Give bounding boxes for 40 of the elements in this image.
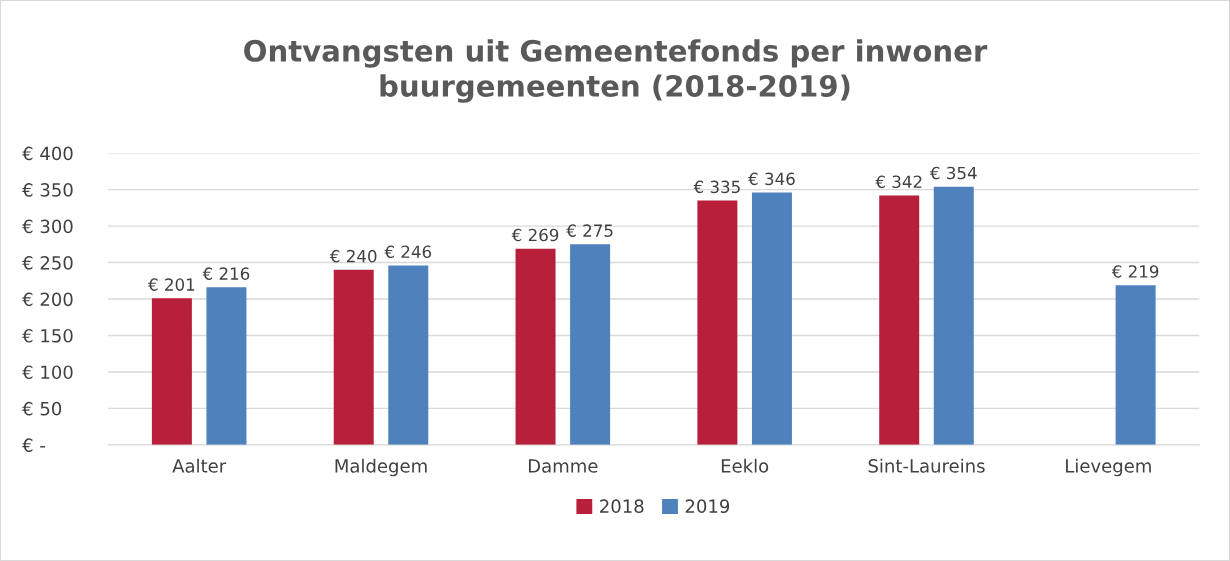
y-tick-label: € 250 [22, 256, 73, 270]
data-label: € 346 [748, 172, 795, 186]
y-tick-label: € 400 [22, 146, 73, 161]
bar [1115, 285, 1156, 445]
bar [933, 186, 974, 445]
data-label: € 246 [384, 245, 432, 259]
x-tick-label: Damme [528, 459, 598, 473]
x-tick-label: Eeklo [721, 458, 769, 473]
bar [206, 287, 247, 445]
y-tick-label: € 100 [22, 365, 73, 380]
chart-title: Ontvangsten uit Gemeentefonds per inwoner buurgemeenten (2018-2019) [244, 39, 988, 103]
y-tick-label: € - [22, 438, 45, 452]
x-tick-label: Lievegem [1066, 458, 1151, 477]
legend-label: 2018 [600, 499, 644, 514]
x-tick-label: Aalter [172, 458, 227, 473]
data-label: € 201 [148, 278, 195, 291]
y-tick-label: € 50 [22, 401, 62, 416]
y-tick-label: € 200 [22, 292, 73, 307]
data-label: € 342 [875, 175, 922, 189]
x-tick-label: Sint-Laureins [868, 458, 985, 473]
data-label: € 240 [329, 249, 377, 263]
y-tick-label: € 150 [22, 328, 73, 343]
data-label: € 354 [929, 166, 977, 180]
bar [333, 269, 374, 445]
bar [515, 248, 556, 445]
data-label: € 275 [566, 224, 613, 237]
bar [751, 192, 792, 445]
data-label: € 216 [202, 267, 250, 280]
legend-label: 2019 [685, 499, 730, 514]
bar [388, 265, 429, 445]
data-label: € 269 [511, 228, 559, 242]
x-tick-label: Maldegem [335, 458, 427, 477]
data-label: € 335 [693, 180, 740, 194]
bar [151, 298, 192, 445]
bar [879, 195, 920, 445]
y-tick-label: € 300 [22, 219, 73, 234]
bar [570, 244, 611, 445]
data-label: € 219 [1111, 265, 1159, 278]
bar [697, 200, 738, 445]
y-tick-label: € 350 [22, 183, 73, 197]
